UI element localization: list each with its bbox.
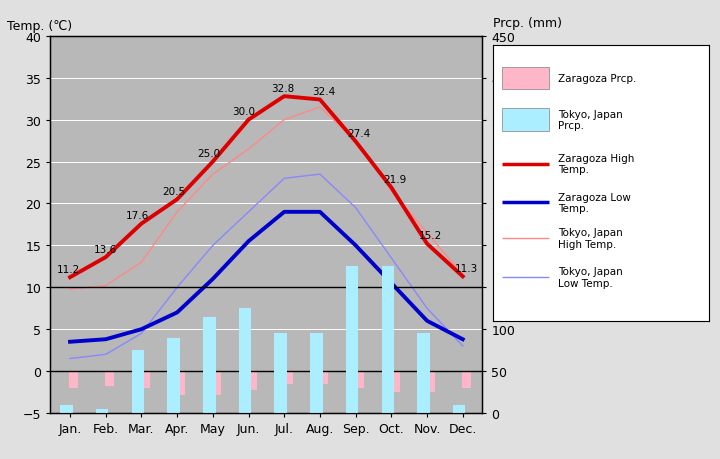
Zaragoza Low
Temp. (66, 339, 74, 345)
Bar (283, 371, 292, 384)
Zaragoza Low
Temp. (423, 319, 431, 324)
Text: Temp. (℃): Temp. (℃) (7, 20, 72, 33)
Bar (203, 317, 215, 413)
Text: Zaragoza Low
Temp.: Zaragoza Low Temp. (558, 192, 631, 213)
Zaragoza Low
Temp. (244, 239, 253, 244)
Tokyo, Japan
Low Temp. (244, 210, 253, 215)
Tokyo, Japan
High Temp. (244, 147, 253, 152)
Tokyo, Japan
High Temp. (173, 210, 181, 215)
Text: Tokyo, Japan
Low Temp.: Tokyo, Japan Low Temp. (558, 267, 623, 288)
Zaragoza High
Temp. (351, 140, 360, 145)
Zaragoza High
Temp. (387, 185, 396, 191)
Zaragoza High
Temp. (315, 97, 324, 103)
Zaragoza Low
Temp. (137, 327, 145, 332)
Zaragoza Low
Temp. (351, 243, 360, 249)
Bar (462, 371, 471, 388)
Bar (176, 371, 185, 395)
Bar (390, 371, 400, 392)
Zaragoza High
Temp. (244, 118, 253, 123)
Tokyo, Japan
Low Temp. (387, 256, 396, 261)
Tokyo, Japan
High Temp. (66, 286, 74, 292)
Tokyo, Japan
High Temp. (351, 139, 360, 144)
Tokyo, Japan
High Temp. (209, 172, 217, 178)
Zaragoza High
Temp. (209, 159, 217, 165)
Text: Prcp. (mm): Prcp. (mm) (493, 17, 562, 30)
Tokyo, Japan
Low Temp. (315, 172, 324, 178)
Line: Tokyo, Japan
Low Temp.: Tokyo, Japan Low Temp. (70, 175, 463, 359)
Bar (346, 267, 359, 413)
Line: Tokyo, Japan
High Temp.: Tokyo, Japan High Temp. (70, 108, 463, 289)
Text: 25.0: 25.0 (198, 149, 221, 159)
Text: 32.4: 32.4 (312, 87, 335, 97)
Tokyo, Japan
Low Temp. (209, 243, 217, 249)
Bar (60, 405, 73, 413)
Zaragoza High
Temp. (66, 275, 74, 280)
Zaragoza High
Temp. (137, 221, 145, 227)
FancyBboxPatch shape (502, 68, 549, 90)
Line: Zaragoza Low
Temp.: Zaragoza Low Temp. (70, 213, 463, 342)
Text: 13.6: 13.6 (94, 244, 117, 254)
Bar (354, 371, 364, 388)
Text: 15.2: 15.2 (419, 231, 442, 241)
Tokyo, Japan
Low Temp. (102, 352, 110, 357)
Bar (212, 371, 221, 395)
FancyBboxPatch shape (502, 109, 549, 131)
Text: Zaragoza High
Temp.: Zaragoza High Temp. (558, 154, 634, 175)
Zaragoza Low
Temp. (209, 276, 217, 282)
Text: Zaragoza Prcp.: Zaragoza Prcp. (558, 74, 636, 84)
Tokyo, Japan
High Temp. (459, 272, 467, 278)
Zaragoza Low
Temp. (315, 210, 324, 215)
Text: 17.6: 17.6 (126, 211, 150, 221)
Tokyo, Japan
Low Temp. (280, 176, 289, 182)
Bar (132, 350, 144, 413)
Tokyo, Japan
High Temp. (315, 105, 324, 111)
Bar (274, 334, 287, 413)
Tokyo, Japan
High Temp. (387, 189, 396, 194)
Bar (310, 334, 323, 413)
Zaragoza Low
Temp. (173, 310, 181, 315)
Text: 30.0: 30.0 (232, 107, 255, 117)
Text: 27.4: 27.4 (348, 129, 371, 139)
Bar (69, 371, 78, 388)
Tokyo, Japan
Low Temp. (173, 285, 181, 291)
Zaragoza High
Temp. (459, 274, 467, 280)
Text: 21.9: 21.9 (383, 175, 407, 185)
Tokyo, Japan
Low Temp. (351, 206, 360, 211)
Tokyo, Japan
High Temp. (102, 283, 110, 289)
Tokyo, Japan
Low Temp. (137, 331, 145, 336)
Zaragoza Low
Temp. (459, 337, 467, 342)
Zaragoza Low
Temp. (387, 281, 396, 286)
Text: 32.8: 32.8 (271, 84, 294, 94)
Tokyo, Japan
Low Temp. (423, 306, 431, 311)
Bar (426, 371, 436, 392)
Text: 20.5: 20.5 (162, 186, 185, 196)
Zaragoza High
Temp. (280, 94, 289, 100)
Zaragoza High
Temp. (173, 197, 181, 202)
Bar (248, 371, 257, 390)
Bar (418, 334, 430, 413)
Line: Zaragoza High
Temp.: Zaragoza High Temp. (70, 97, 463, 278)
Tokyo, Japan
High Temp. (280, 118, 289, 123)
Bar (167, 338, 180, 413)
Bar (140, 371, 150, 388)
Zaragoza Low
Temp. (280, 210, 289, 215)
Bar (96, 409, 109, 413)
Bar (319, 371, 328, 384)
Zaragoza Low
Temp. (102, 337, 110, 342)
Tokyo, Japan
Low Temp. (459, 343, 467, 349)
Bar (382, 267, 394, 413)
Text: Tokyo, Japan
Prcp.: Tokyo, Japan Prcp. (558, 110, 623, 131)
Zaragoza High
Temp. (423, 241, 431, 247)
Text: Tokyo, Japan
High Temp.: Tokyo, Japan High Temp. (558, 228, 623, 249)
Bar (453, 405, 465, 413)
Bar (239, 308, 251, 413)
Tokyo, Japan
Low Temp. (66, 356, 74, 362)
Bar (104, 371, 114, 386)
Text: 11.2: 11.2 (57, 264, 80, 274)
Text: 11.3: 11.3 (455, 263, 478, 274)
Tokyo, Japan
High Temp. (423, 230, 431, 236)
Zaragoza High
Temp. (102, 255, 110, 260)
Tokyo, Japan
High Temp. (137, 260, 145, 265)
